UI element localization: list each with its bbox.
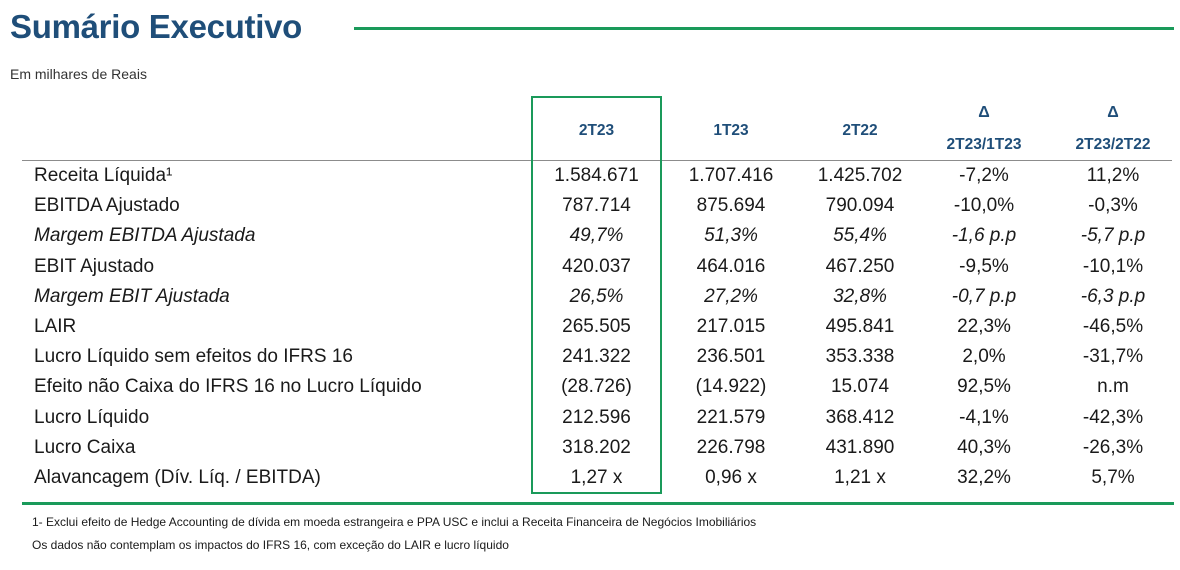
page-title: Sumário Executivo: [10, 8, 302, 45]
table-row: Efeito não Caixa do IFRS 16 no Lucro Líq…: [0, 373, 1180, 403]
row-value: 1.425.702: [817, 165, 903, 186]
row-value: 1,27 x: [570, 467, 623, 488]
row-label: EBIT Ajustado: [34, 255, 155, 277]
row-value: 368.412: [825, 406, 895, 428]
row-value: -46,5%: [1082, 316, 1144, 337]
units-subtitle: Em milhares de Reais: [10, 66, 147, 82]
header-delta-symbol: Δ: [1107, 104, 1119, 121]
header-col-1t23: 1T23: [713, 122, 749, 139]
row-value: 2,0%: [962, 346, 1006, 368]
header-col-delta-2t23-2t22: 2T23/2T22: [1075, 136, 1151, 153]
header-col-2t23: 2T23: [578, 122, 615, 139]
row-label: Receita Líquida¹: [34, 165, 173, 186]
row-value: -9,5%: [959, 255, 1009, 277]
row-value: -5,7 p.p: [1080, 225, 1146, 247]
footnote-1: 1- Exclui efeito de Hedge Accounting de …: [32, 515, 757, 529]
row-value: 1,21 x: [834, 467, 886, 488]
row-value: 241.322: [562, 346, 631, 368]
table-row: LAIR 265.505 217.015 495.841 22,3% -46,5%: [0, 313, 1180, 343]
row-value: 236.501: [696, 346, 766, 368]
row-value: -42,3%: [1082, 406, 1144, 428]
row-value: 420.037: [562, 255, 631, 277]
row-value: 226.798: [696, 436, 766, 458]
row-value: 32,2%: [957, 467, 1011, 488]
row-value: 0,96 x: [705, 467, 757, 488]
footnote-2: Os dados não contemplam os impactos do I…: [32, 538, 509, 552]
table-row: EBITDA Ajustado 787.714 875.694 790.094 -10,…: [0, 192, 1180, 222]
header-delta-symbol: Δ: [978, 104, 990, 121]
row-label: LAIR: [34, 316, 77, 337]
table-row: Margem EBITDA Ajustada 49,7% 51,3% 55,4% -1,…: [0, 222, 1180, 252]
row-value: 5,7%: [1091, 467, 1135, 488]
row-value: 22,3%: [957, 316, 1011, 337]
row-value: 26,5%: [569, 285, 624, 307]
row-value: 495.841: [825, 316, 895, 337]
header-col-2t22: 2T22: [842, 122, 878, 139]
table-bottom-rule: [22, 502, 1174, 505]
row-value: 875.694: [696, 195, 766, 217]
row-label: Alavancagem (Dív. Líq. / EBITDA): [34, 467, 321, 488]
title-rule: [354, 27, 1174, 30]
table-top-rule: [22, 160, 1172, 161]
row-value: -0,3%: [1088, 195, 1138, 217]
row-value: 217.015: [696, 316, 766, 337]
row-value: -0,7 p.p: [951, 285, 1017, 307]
table-row: Lucro Líquido sem efeitos do IFRS 16 241.…: [0, 343, 1180, 373]
row-label: Lucro Caixa: [34, 436, 136, 458]
row-value: 212.596: [562, 406, 631, 428]
table-row: EBIT Ajustado 420.037 464.016 467.250 -9,5% -…: [0, 253, 1180, 283]
row-label: Lucro Líquido: [34, 406, 150, 428]
row-value: 1.707.416: [688, 165, 774, 186]
row-value: 55,4%: [833, 225, 887, 247]
row-value: 15.074: [830, 376, 890, 398]
row-value: 40,3%: [957, 436, 1011, 458]
row-value: 790.094: [825, 195, 895, 217]
row-value: 27,2%: [704, 285, 758, 307]
table-row: Receita Líquida¹ 1.584.671 1.707.416 1.425.…: [0, 162, 1180, 192]
row-value: 51,3%: [704, 225, 758, 247]
row-value: (14.922): [695, 376, 767, 398]
row-value: 92,5%: [957, 376, 1011, 398]
row-value: 32,8%: [833, 285, 887, 307]
table-row: Lucro Líquido 212.596 221.579 368.412 -4,1% -…: [0, 404, 1180, 434]
current-quarter-highlight: [531, 96, 662, 494]
row-value: -4,1%: [959, 406, 1009, 428]
row-value: 787.714: [562, 195, 631, 217]
row-value: -7,2%: [959, 165, 1009, 186]
row-value: -6,3 p.p: [1080, 285, 1146, 307]
row-value: 353.338: [825, 346, 895, 368]
row-value: 464.016: [696, 255, 766, 277]
row-value: 265.505: [562, 316, 631, 337]
row-value: -10,0%: [953, 195, 1015, 217]
row-label: Margem EBIT Ajustada: [34, 285, 230, 307]
row-value: 431.890: [825, 436, 895, 458]
row-label: EBITDA Ajustado: [34, 195, 180, 217]
row-value: 221.579: [696, 406, 766, 428]
row-value: 49,7%: [569, 225, 624, 247]
row-value: 467.250: [825, 255, 895, 277]
row-value: -26,3%: [1082, 436, 1144, 458]
row-value: 11,2%: [1086, 165, 1140, 186]
table-row: Alavancagem (Dív. Líq. / EBITDA) 1,27 x 0,…: [0, 464, 1180, 494]
row-label: Lucro Líquido sem efeitos do IFRS 16: [34, 346, 353, 368]
row-value: 1.584.671: [554, 165, 639, 186]
row-value: (28.726): [561, 376, 632, 398]
header-col-delta-2t23-1t23: 2T23/1T23: [946, 136, 1022, 153]
row-value: n.m: [1097, 376, 1129, 398]
row-value: 318.202: [562, 436, 631, 458]
row-value: -1,6 p.p: [951, 225, 1017, 247]
row-value: -31,7%: [1082, 346, 1144, 368]
table-row: Margem EBIT Ajustada 26,5% 27,2% 32,8% -0,7 …: [0, 283, 1180, 313]
table-row: Lucro Caixa 318.202 226.798 431.890 40,3% -26…: [0, 434, 1180, 464]
row-label: Efeito não Caixa do IFRS 16 no Lucro Líq…: [34, 376, 422, 398]
row-value: -10,1%: [1082, 255, 1144, 277]
row-label: Margem EBITDA Ajustada: [34, 225, 256, 247]
